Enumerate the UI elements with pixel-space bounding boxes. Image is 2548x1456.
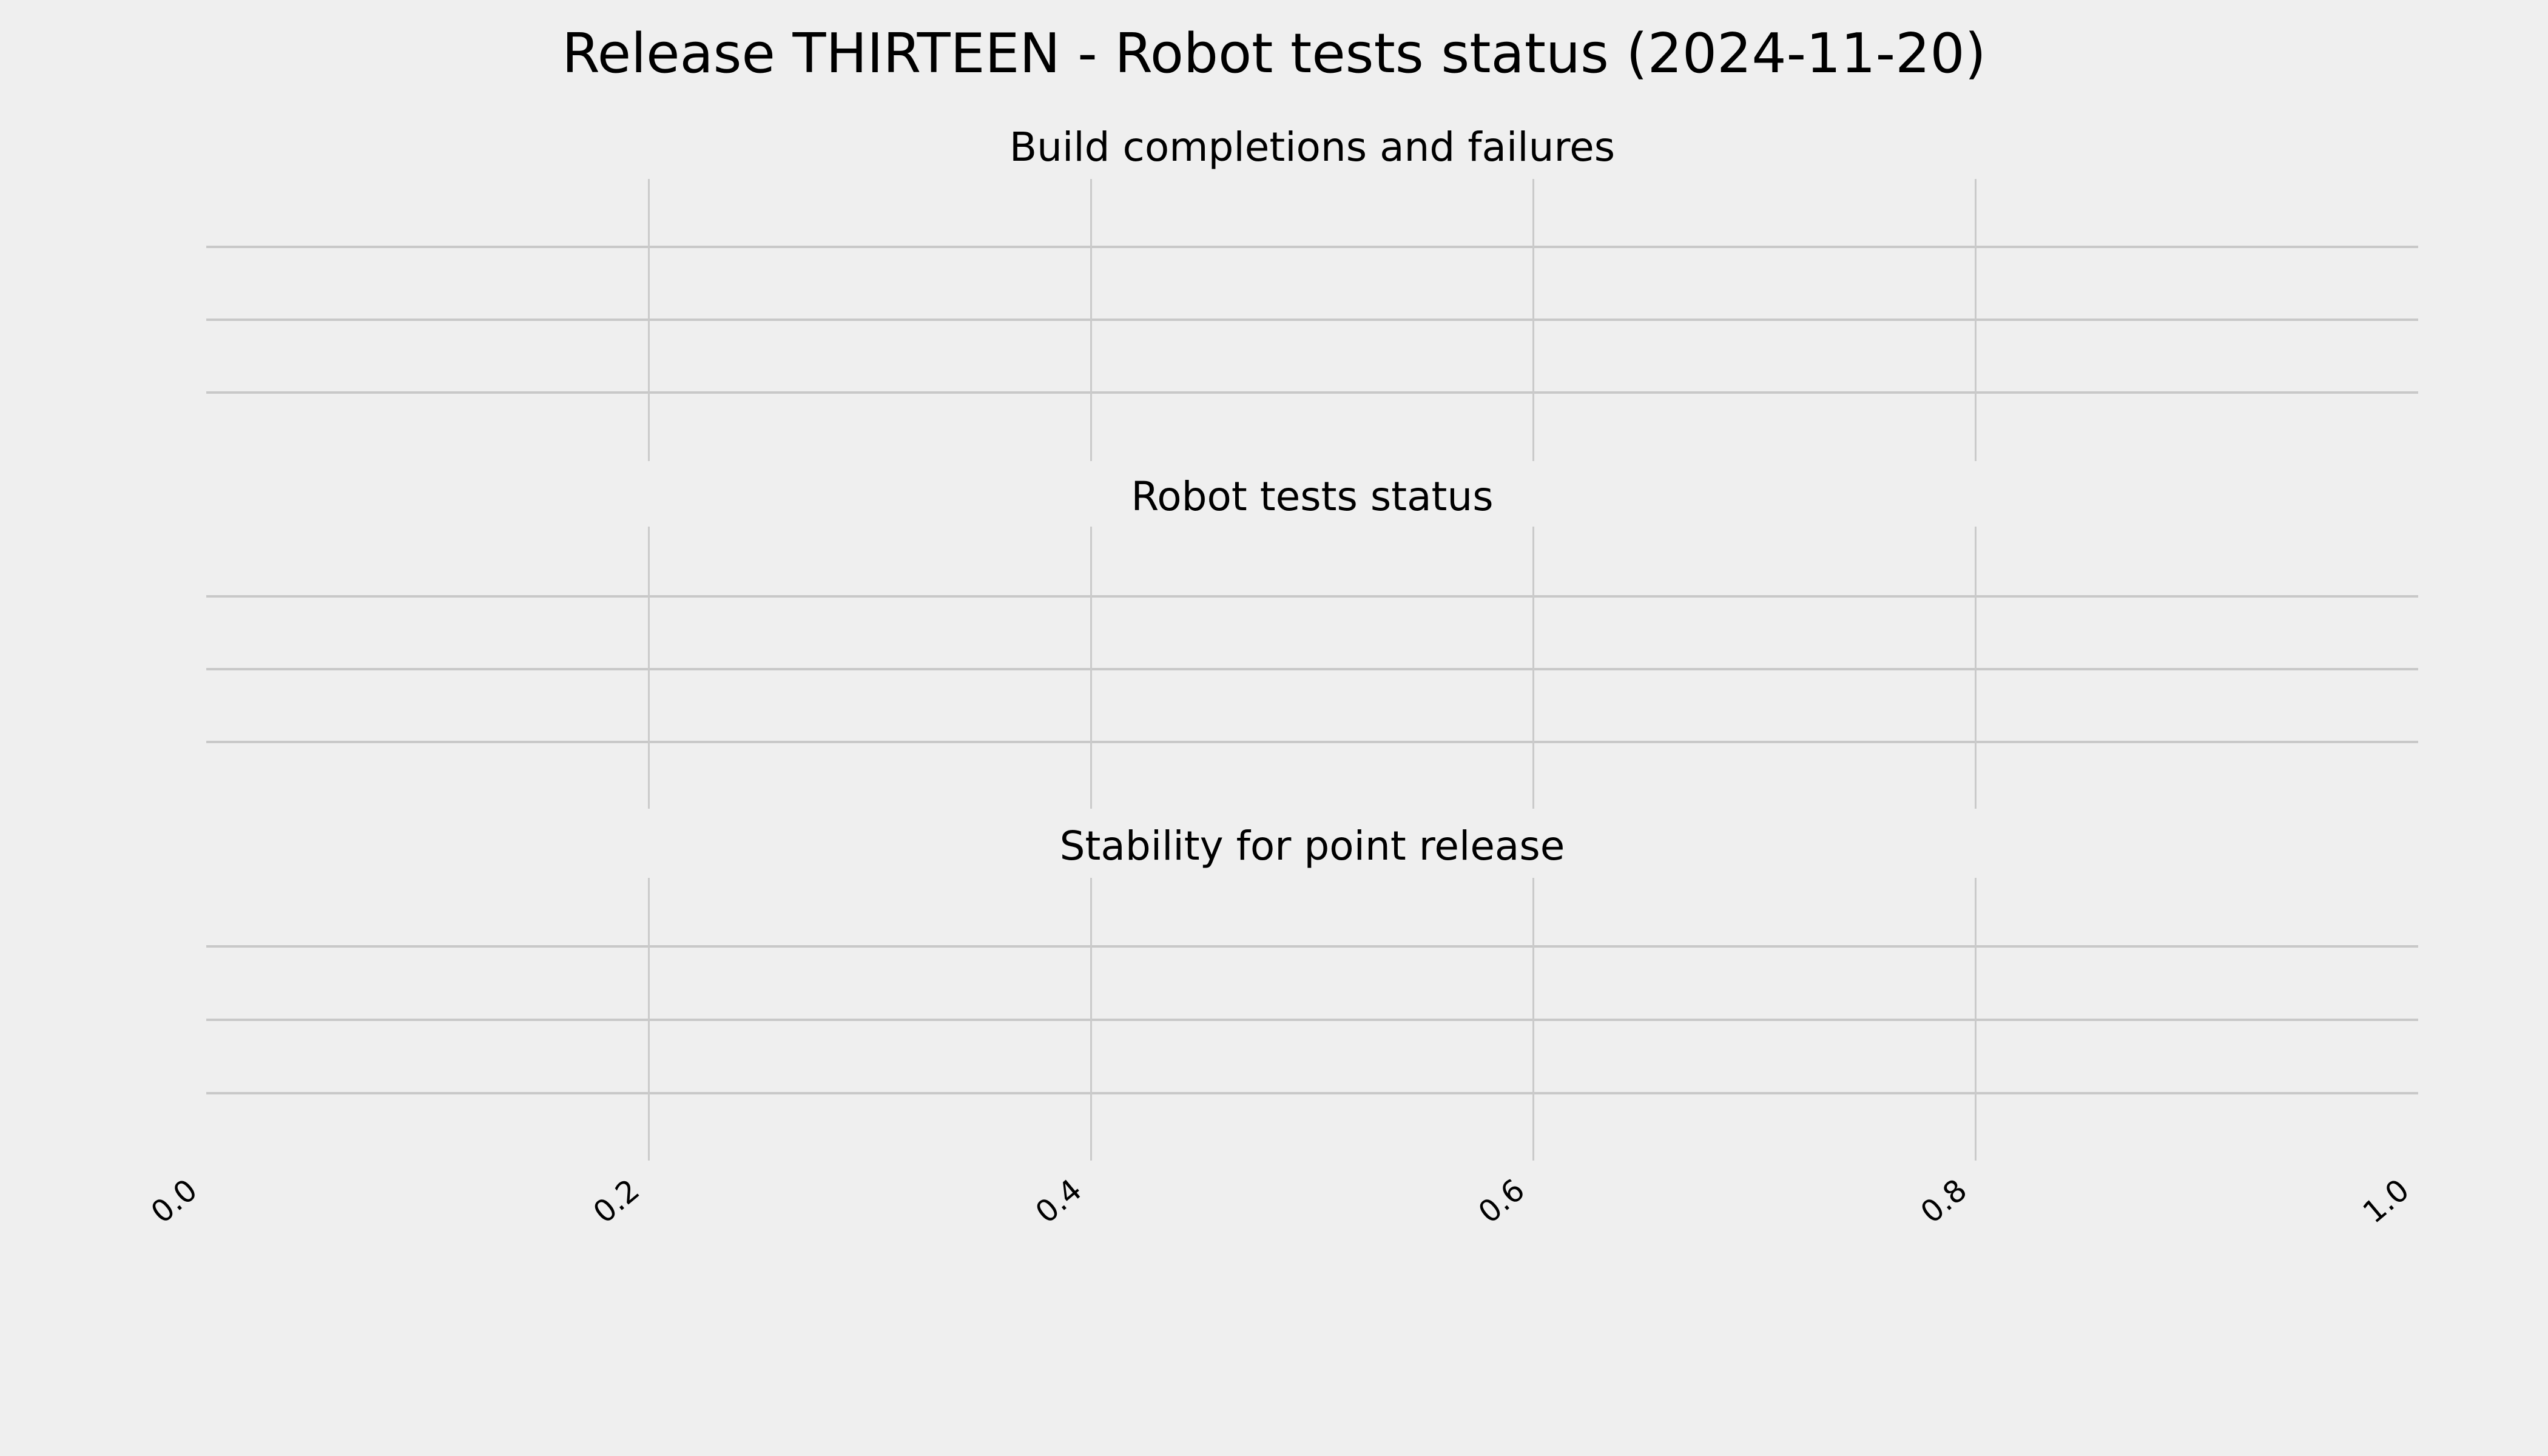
figure-title: Release THIRTEEN - Robot tests status (2… <box>562 22 1986 86</box>
v-gridline <box>647 179 650 461</box>
h-gridline <box>206 741 2418 743</box>
v-gridline <box>647 878 650 1161</box>
h-gridline <box>206 246 2418 248</box>
v-gridline <box>1975 179 1977 461</box>
v-gridline <box>1532 527 1535 809</box>
h-gridline <box>206 1019 2418 1021</box>
x-tick-label: 0.4 <box>1029 1172 1089 1230</box>
v-gridline <box>1975 527 1977 809</box>
h-gridline <box>206 391 2418 394</box>
subplot-axes-stability <box>206 878 2418 1161</box>
h-gridline <box>206 595 2418 598</box>
v-gridline <box>1532 179 1535 461</box>
v-gridline <box>1090 527 1092 809</box>
subplot-axes-build-completions <box>206 179 2418 461</box>
subplot-title-build-completions: Build completions and failures <box>1009 124 1616 170</box>
x-tick-label: 0.0 <box>144 1172 204 1230</box>
v-gridline <box>647 527 650 809</box>
v-gridline <box>1975 878 1977 1161</box>
h-gridline <box>206 318 2418 321</box>
x-tick-label: 0.8 <box>1913 1172 1973 1230</box>
h-gridline <box>206 1092 2418 1094</box>
x-tick-label: 0.2 <box>587 1172 647 1230</box>
v-gridline <box>1090 878 1092 1161</box>
v-gridline <box>1532 878 1535 1161</box>
subplot-title-stability: Stability for point release <box>1059 823 1565 869</box>
subplot-axes-robot-tests <box>206 527 2418 809</box>
v-gridline <box>1090 179 1092 461</box>
subplot-title-robot-tests: Robot tests status <box>1131 473 1494 520</box>
h-gridline <box>206 668 2418 670</box>
x-tick-label: 1.0 <box>2356 1172 2416 1230</box>
h-gridline <box>206 945 2418 948</box>
x-tick-label: 0.6 <box>1471 1172 1531 1230</box>
